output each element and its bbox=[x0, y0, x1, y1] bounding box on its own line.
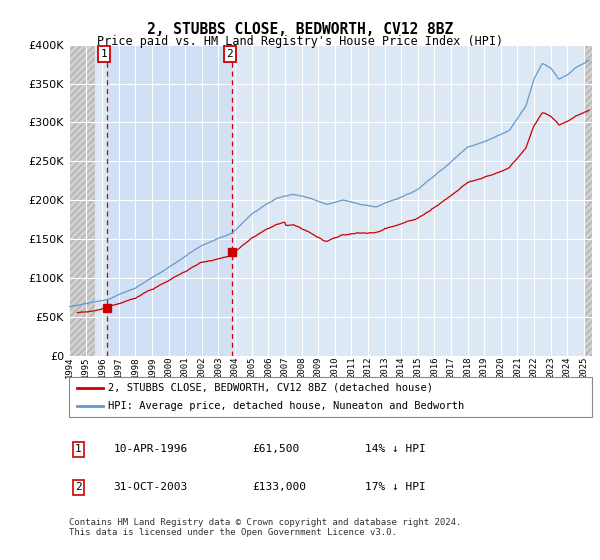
Bar bbox=[69, 45, 95, 356]
FancyBboxPatch shape bbox=[69, 377, 592, 417]
Bar bbox=[584, 45, 600, 356]
Text: £133,000: £133,000 bbox=[252, 482, 306, 492]
Text: £61,500: £61,500 bbox=[252, 444, 299, 454]
Text: 2: 2 bbox=[75, 482, 82, 492]
Text: HPI: Average price, detached house, Nuneaton and Bedworth: HPI: Average price, detached house, Nune… bbox=[108, 402, 464, 411]
Text: 10-APR-1996: 10-APR-1996 bbox=[113, 444, 188, 454]
Text: Price paid vs. HM Land Registry's House Price Index (HPI): Price paid vs. HM Land Registry's House … bbox=[97, 35, 503, 48]
Text: 31-OCT-2003: 31-OCT-2003 bbox=[113, 482, 188, 492]
Text: 2, STUBBS CLOSE, BEDWORTH, CV12 8BZ: 2, STUBBS CLOSE, BEDWORTH, CV12 8BZ bbox=[147, 22, 453, 38]
Text: 2, STUBBS CLOSE, BEDWORTH, CV12 8BZ (detached house): 2, STUBBS CLOSE, BEDWORTH, CV12 8BZ (det… bbox=[108, 383, 433, 393]
Text: 2: 2 bbox=[226, 49, 233, 59]
Text: 14% ↓ HPI: 14% ↓ HPI bbox=[365, 444, 425, 454]
Bar bbox=[107, 45, 232, 356]
Text: 17% ↓ HPI: 17% ↓ HPI bbox=[365, 482, 425, 492]
Text: 1: 1 bbox=[75, 444, 82, 454]
Text: 1: 1 bbox=[101, 49, 107, 59]
Text: Contains HM Land Registry data © Crown copyright and database right 2024.
This d: Contains HM Land Registry data © Crown c… bbox=[69, 518, 461, 538]
